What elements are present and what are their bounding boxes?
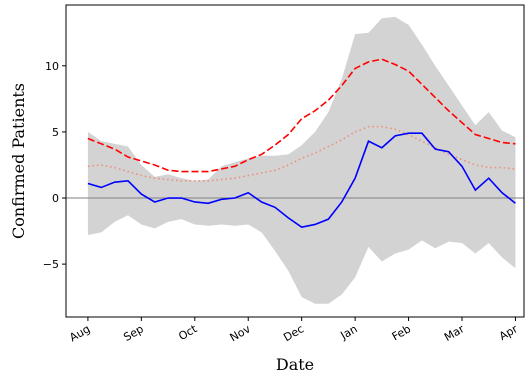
x-tick-label: Feb xyxy=(390,322,413,343)
y-tick-label: 0 xyxy=(52,192,59,205)
x-tick-label: Nov xyxy=(228,322,254,344)
series-line xyxy=(87,125,516,182)
y-axis-label: Confirmed Patients xyxy=(9,83,28,239)
y-tick-label: 5 xyxy=(52,126,59,139)
x-tick-label: Mar xyxy=(442,322,467,344)
x-tick-label: Aug xyxy=(67,322,92,344)
x-tick-label: Apr xyxy=(497,322,520,343)
plot-frame xyxy=(65,4,525,318)
x-tick-label: Dec xyxy=(281,322,306,344)
x-tick-label: Sep xyxy=(121,322,145,344)
y-tick-label: −5 xyxy=(43,258,59,271)
confidence-band xyxy=(87,16,516,304)
y-tick-label: 10 xyxy=(45,60,59,73)
x-tick-label: Jan xyxy=(338,322,360,342)
x-tick-label: Oct xyxy=(176,322,200,343)
x-axis-label: Date xyxy=(276,355,314,374)
series-line xyxy=(87,132,516,228)
series-line xyxy=(87,58,516,173)
